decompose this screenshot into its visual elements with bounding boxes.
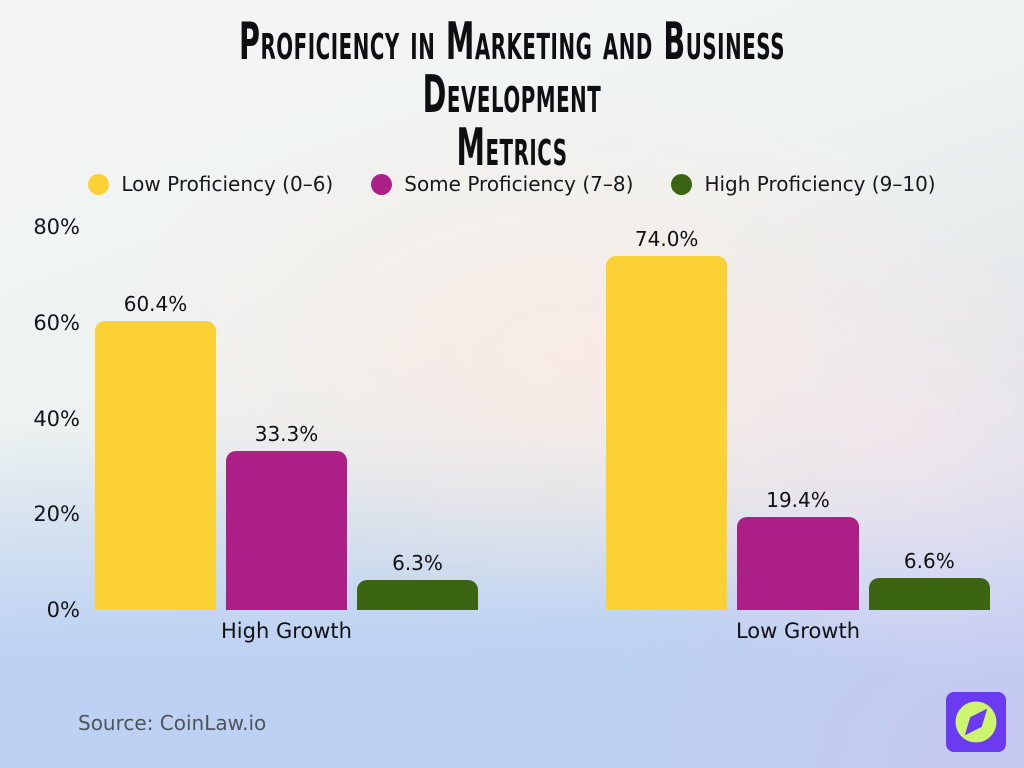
legend-label: High Proficiency (9–10) <box>704 172 936 196</box>
compass-logo <box>946 692 1006 752</box>
bar-group: 74.0% 19.4% 6.6% Low Growth <box>606 227 990 643</box>
bar <box>737 517 859 610</box>
bar-value-label: 6.6% <box>903 549 955 574</box>
legend-swatch-icon <box>371 173 393 195</box>
bar <box>357 579 478 610</box>
legend-swatch-icon <box>88 173 110 195</box>
y-axis-label: 20% <box>33 502 80 527</box>
bar-value-label: 33.3% <box>254 421 319 446</box>
legend-item: Some Proficiency (7–8) <box>371 172 633 196</box>
legend: Low Proficiency (0–6) Some Proficiency (7… <box>0 172 1024 196</box>
plot-area: 80% 60% 40% 20% 0% 60.4% 33.3% 6.3% High Growth… <box>0 215 1024 643</box>
bar-wrap: 33.3% <box>226 227 347 610</box>
legend-item: High Proficiency (9–10) <box>671 172 936 196</box>
bar-value-label: 74.0% <box>634 227 699 251</box>
bar-value-label: 19.4% <box>766 488 830 513</box>
legend-swatch-icon <box>671 173 693 195</box>
y-axis-label: 40% <box>33 406 80 431</box>
y-axis-label: 80% <box>33 215 80 239</box>
title-line-1: Proficiency in Marketing and Business De… <box>238 12 786 126</box>
page-title: Proficiency in Marketing and Business De… <box>230 12 793 179</box>
category-label: Low Growth <box>735 619 861 643</box>
bar-wrap: 74.0% <box>606 227 728 610</box>
bar <box>226 450 347 610</box>
bar-value-label: 60.4% <box>123 291 188 316</box>
bar-wrap: 60.4% <box>95 227 216 610</box>
bar-value-label: 6.3% <box>392 550 443 575</box>
bar-wrap: 19.4% <box>737 227 859 610</box>
source-label: Source: CoinLaw.io <box>78 711 267 735</box>
category-label: High Growth <box>221 619 352 643</box>
bar-wrap: 6.6% <box>868 227 990 610</box>
legend-label: Some Proficiency (7–8) <box>404 172 634 196</box>
title-line-2: Metrics <box>456 118 568 179</box>
bar-wrap: 6.3% <box>357 227 478 610</box>
y-axis: 80% 60% 40% 20% 0% <box>0 215 80 622</box>
legend-item: Low Proficiency (0–6) <box>88 172 333 196</box>
y-axis-label: 60% <box>33 310 80 335</box>
bar <box>606 256 728 610</box>
compass-icon <box>946 692 1006 752</box>
bar <box>868 578 990 610</box>
y-axis-label: 0% <box>46 598 80 622</box>
legend-label: Low Proficiency (0–6) <box>121 172 334 196</box>
bar-group: 60.4% 33.3% 6.3% High Growth <box>95 227 478 643</box>
bar <box>95 320 216 610</box>
